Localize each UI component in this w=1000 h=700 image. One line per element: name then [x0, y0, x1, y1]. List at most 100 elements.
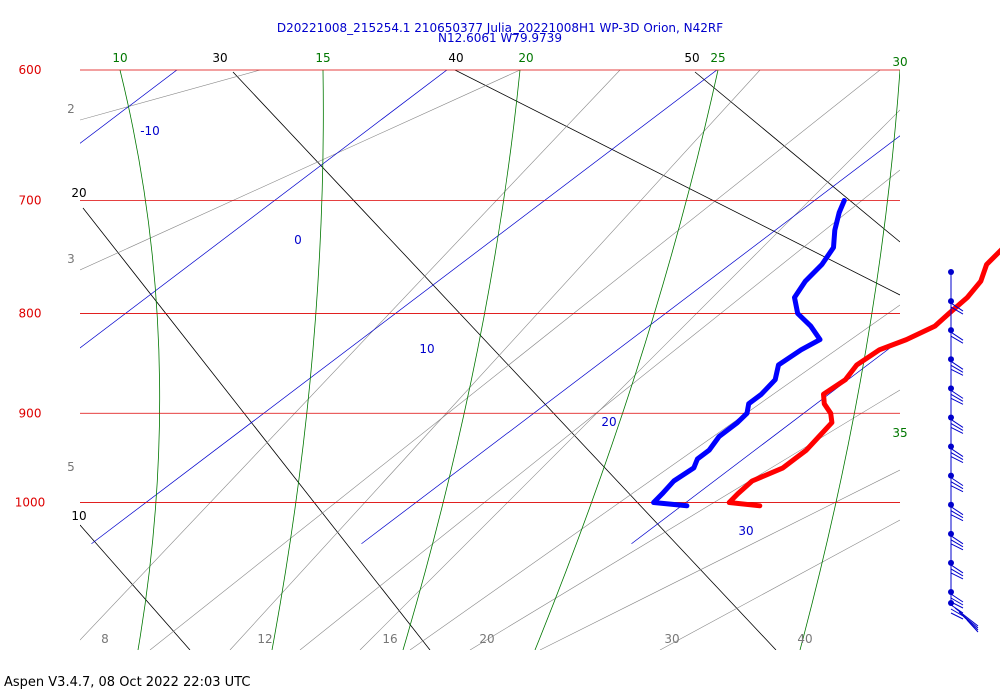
top-temp-label: 30 — [212, 51, 227, 65]
dry-adiabat — [232, 71, 777, 650]
isotherm-label: 20 — [601, 415, 616, 429]
mixing-ratio-line — [359, 109, 900, 650]
mixing-ratio-line — [80, 70, 621, 641]
isotherm-line — [361, 135, 900, 545]
isotherm-line — [80, 70, 448, 349]
moist-adiabat — [402, 70, 521, 650]
pressure-tick-label: 900 — [19, 406, 42, 420]
mixing-ratio-label: 8 — [101, 632, 109, 646]
mixing-ratio-line — [659, 519, 900, 650]
pressure-tick-label: 800 — [19, 307, 42, 321]
moist-adiabat-label: 20 — [518, 51, 533, 65]
wind-barb — [950, 572, 964, 580]
wind-barb — [950, 452, 964, 460]
wind-barb — [950, 514, 964, 522]
mixing-ratio-label: 30 — [664, 632, 679, 646]
wind-barb — [950, 543, 964, 551]
isotherm-label: -10 — [140, 124, 160, 138]
wind-barb — [966, 619, 979, 633]
dewpoint-profile — [651, 198, 847, 509]
wind-barb — [950, 423, 964, 431]
moist-adiabat — [119, 70, 161, 650]
dry-adiabat — [694, 71, 900, 243]
top-temp-label: 50 — [684, 51, 699, 65]
wind-barb — [950, 306, 964, 315]
dry-adiabat — [80, 524, 191, 650]
wind-barb — [950, 485, 964, 493]
wind-barb — [950, 477, 964, 487]
wind-barb-point — [948, 385, 954, 392]
chart-title: D20221008_215254.1 210650377 Julia_20221… — [276, 21, 724, 35]
wind-barb-point — [948, 589, 954, 595]
mixing-ratio-line — [80, 70, 261, 121]
isotherm-label: 0 — [294, 233, 302, 247]
wind-barb — [950, 481, 964, 490]
wind-barb — [950, 335, 964, 344]
isotherm-line — [91, 70, 718, 545]
wind-barb — [950, 535, 964, 545]
wind-barb-point — [948, 600, 954, 606]
wind-barb-point — [948, 530, 954, 537]
pressure-tick-label: 1000 — [15, 495, 46, 509]
wind-barb — [950, 389, 964, 399]
wind-barb — [950, 608, 964, 617]
isotherm-line — [631, 339, 900, 545]
wind-barb — [962, 615, 979, 631]
dry-adiabat-label: 20 — [71, 186, 86, 200]
dry-adiabat-label: 10 — [71, 509, 86, 523]
plot-area — [80, 70, 900, 650]
wind-barb-point — [948, 327, 954, 334]
wind-barb — [950, 597, 964, 606]
top-temp-label: 40 — [448, 51, 463, 65]
wind-barb-point — [948, 501, 954, 508]
isotherm-line — [80, 70, 178, 144]
wind-barb — [950, 539, 964, 548]
isotherm-label: 10 — [419, 342, 434, 356]
wind-barb — [954, 607, 979, 627]
wind-barb — [950, 506, 964, 516]
mixing-ratio-label: 20 — [479, 632, 494, 646]
moist-adiabat — [271, 70, 324, 650]
wind-barb — [950, 360, 964, 370]
mixing-ratio-line — [229, 70, 761, 650]
wind-barb-point — [948, 414, 954, 421]
wind-barb — [950, 331, 964, 341]
wind-barb — [958, 611, 979, 629]
mixing-ratio-label: 16 — [382, 632, 397, 646]
footer-text: Aspen V3.4.7, 08 Oct 2022 22:03 UTC — [4, 675, 251, 690]
wind-barb — [950, 593, 964, 603]
wind-barb-point — [948, 472, 954, 479]
pressure-tick-label: 700 — [19, 194, 42, 208]
moist-adiabat-label: 15 — [315, 51, 330, 65]
wind-barb-point — [948, 269, 954, 275]
mixing-ratio-label: 5 — [67, 460, 75, 474]
moist-adiabat-label: 10 — [112, 51, 127, 65]
mixing-ratio-label: 3 — [67, 252, 75, 266]
wind-barb — [950, 364, 964, 373]
wind-barb-point — [948, 356, 954, 363]
wind-barb — [950, 448, 964, 457]
moist-adiabat-label: 30 — [892, 55, 907, 69]
isotherm-label: 30 — [738, 524, 753, 538]
mixing-ratio-line — [539, 469, 900, 650]
mixing-ratio-label: 2 — [67, 102, 75, 116]
wind-barb — [950, 302, 964, 312]
mixing-ratio-line — [409, 304, 900, 650]
wind-barb — [950, 510, 964, 519]
mixing-ratio-line — [80, 70, 521, 271]
mixing-ratio-label: 40 — [797, 632, 812, 646]
mixing-ratio-line — [149, 70, 881, 650]
wind-barb — [950, 612, 964, 620]
wind-barb-point — [948, 298, 954, 305]
moist-adiabat — [799, 70, 900, 650]
wind-barb-point — [948, 443, 954, 450]
moist-adiabat-label: 25 — [710, 51, 725, 65]
wind-barb — [950, 393, 964, 402]
wind-barb-point — [948, 559, 954, 566]
moist-adiabat — [534, 70, 719, 650]
dry-adiabat — [454, 70, 900, 296]
moist-adiabat-label: 35 — [892, 426, 907, 440]
wind-barb — [950, 427, 964, 434]
chart-subtitle: N12.6061 W79.9739 — [438, 31, 562, 45]
